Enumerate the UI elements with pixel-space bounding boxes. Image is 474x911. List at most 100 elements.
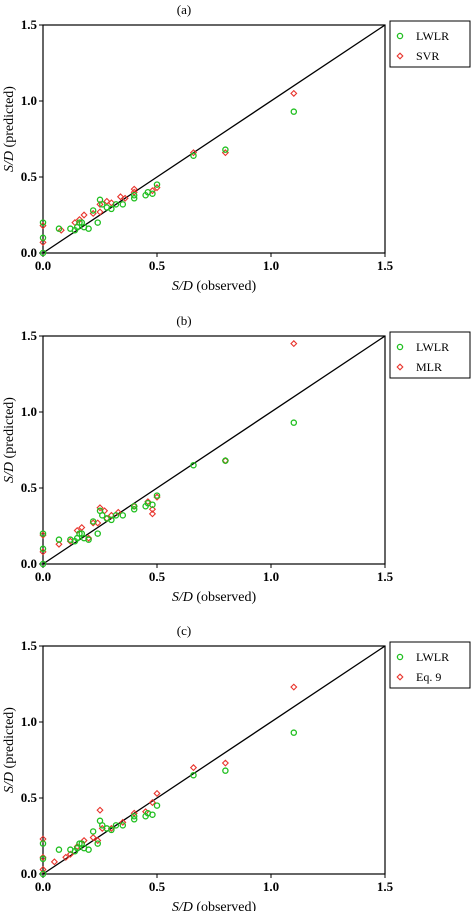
x-tick-label: 0.0: [35, 569, 51, 584]
legend-label: LWLR: [416, 340, 449, 354]
legend-label: MLR: [416, 360, 442, 374]
data-point-lwlr: [39, 840, 47, 847]
data-point-eq-9: [96, 806, 104, 814]
data-point-lwlr: [153, 181, 161, 188]
panel-3: (c) 0.0 0.5 1.0 1.5 0.0 0.5 1.0 1.5 S/D (observed…: [2, 623, 471, 911]
data-point-mlr: [55, 540, 63, 548]
x-axis-title: S/D (observed): [172, 900, 257, 911]
x-tick-label: 1.0: [263, 569, 279, 584]
reference-line: [42, 335, 386, 565]
data-point-svr: [130, 188, 138, 196]
data-point-lwlr: [89, 828, 97, 835]
legend-marker-circle: [396, 343, 404, 351]
data-point-lwlr: [290, 729, 298, 736]
y-tick-label: 1.5: [21, 638, 38, 653]
data-point-lwlr: [39, 560, 47, 568]
data-point-svr: [80, 211, 88, 219]
data-point-lwlr: [55, 225, 63, 232]
data-point-eq-9: [148, 798, 157, 807]
data-point-eq-9: [50, 858, 58, 866]
data-point-lwlr: [190, 461, 197, 469]
x-axis-title-symbol: S/D: [172, 590, 193, 605]
data-point-svr: [130, 185, 138, 193]
panel-label: (b): [176, 313, 191, 328]
y-axis-title-symbol: S/D: [2, 151, 17, 172]
x-tick-label: 0.0: [35, 258, 51, 273]
data-point-lwlr: [55, 536, 63, 543]
data-point-lwlr: [85, 846, 92, 853]
data-point-lwlr: [119, 512, 127, 519]
data-point-eq-9: [290, 683, 298, 691]
data-point-lwlr: [85, 225, 92, 232]
data-point-svr: [96, 200, 104, 208]
data-point-lwlr: [89, 518, 97, 525]
legend-box: [389, 331, 471, 379]
data-point-lwlr: [119, 822, 127, 829]
y-tick-label: 1.0: [21, 714, 37, 729]
data-point-eq-9: [189, 764, 198, 772]
data-point-svr: [107, 199, 115, 207]
x-axis-title: S/D (observed): [172, 279, 257, 294]
data-point-mlr: [148, 510, 157, 518]
data-point-eq-9: [153, 789, 161, 798]
data-point-lwlr: [130, 506, 138, 513]
legend-marker-diamond: [396, 52, 404, 60]
data-point-svr: [96, 208, 104, 216]
data-point-svr: [116, 193, 125, 201]
data-point-lwlr: [55, 846, 63, 853]
data-point-eq-9: [39, 835, 47, 843]
x-axis-title-text: (observed): [193, 279, 257, 294]
data-point-lwlr: [190, 771, 197, 779]
data-point-lwlr: [130, 502, 138, 510]
y-tick-label: 1.0: [21, 404, 37, 419]
data-point-lwlr: [130, 812, 138, 820]
x-tick-label: 0.5: [149, 879, 166, 894]
x-tick-label: 1.5: [377, 569, 394, 584]
data-point-lwlr: [112, 512, 120, 519]
data-point-mlr: [148, 505, 157, 513]
data-point-lwlr: [94, 530, 101, 537]
legend-label: LWLR: [416, 650, 449, 664]
data-point-eq-9: [89, 833, 97, 842]
y-axis-title: S/D (predicted): [2, 397, 17, 483]
data-point-lwlr: [222, 146, 229, 153]
panel-1: (a) 0.0 0.5 1.0 1.5 0.0 0.5 1.0 1.5 S/D (observed…: [2, 2, 471, 294]
data-point-lwlr: [94, 840, 101, 847]
reference-line: [42, 24, 386, 254]
x-tick-label: 0.5: [149, 258, 166, 273]
y-tick-label: 0.5: [21, 169, 38, 184]
plot-frame: [42, 335, 386, 565]
data-point-lwlr: [76, 840, 83, 847]
data-point-lwlr: [190, 152, 197, 159]
data-point-mlr: [290, 340, 298, 348]
data-point-lwlr: [39, 855, 47, 863]
data-point-lwlr: [89, 207, 97, 214]
data-point-svr: [103, 197, 111, 205]
x-axis-title-text: (observed): [193, 900, 257, 911]
y-tick-label: 1.0: [21, 93, 37, 108]
data-point-lwlr: [153, 802, 161, 809]
data-point-svr: [290, 89, 298, 97]
legend-marker-diamond: [396, 363, 404, 371]
panel-label: (c): [177, 623, 191, 638]
y-tick-label: 0.0: [21, 556, 37, 571]
data-point-lwlr: [130, 191, 138, 199]
data-point-svr: [121, 194, 129, 202]
data-point-lwlr: [39, 530, 47, 537]
data-point-lwlr: [39, 545, 47, 553]
data-point-lwlr: [39, 219, 47, 226]
data-point-lwlr: [85, 536, 92, 543]
data-point-eq-9: [94, 836, 102, 845]
x-axis-title-text: (observed): [193, 590, 257, 605]
y-tick-label: 0.0: [21, 245, 37, 260]
data-point-lwlr: [149, 190, 156, 197]
legend-label: Eq. 9: [416, 670, 441, 684]
y-axis-title-symbol: S/D: [2, 462, 17, 483]
data-point-lwlr: [290, 108, 298, 115]
data-point-eq-9: [119, 818, 127, 826]
plot-frame: [42, 24, 386, 254]
plot-frame: [42, 645, 386, 875]
y-axis-title-symbol: S/D: [2, 772, 17, 793]
data-point-eq-9: [130, 809, 138, 817]
